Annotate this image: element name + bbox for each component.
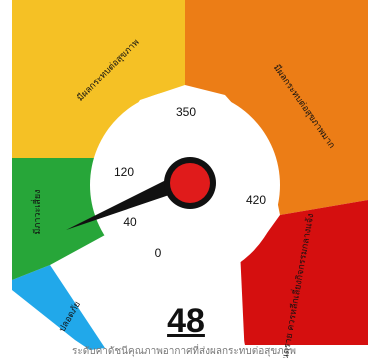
- gauge-needle: [66, 178, 178, 230]
- tick-120: 120: [114, 165, 134, 179]
- tick-40: 40: [123, 215, 137, 229]
- segment-safe: [12, 265, 105, 350]
- segment-risk: [12, 158, 105, 280]
- needle-hub-center: [170, 163, 210, 203]
- tick-420: 420: [246, 193, 266, 207]
- tick-0: 0: [155, 246, 162, 260]
- segment-danger: [228, 200, 368, 345]
- tick-350: 350: [176, 105, 196, 119]
- segment-high-impact: [185, 0, 368, 215]
- gauge-caption: ระดับค่าดัชนีคุณภาพอากาศที่ส่งผลกระทบต่อ…: [72, 346, 296, 357]
- segment-label-risk: มีภาวะเสี่ยง: [30, 189, 43, 234]
- segment-impact: [12, 0, 185, 158]
- gauge-value: 48: [167, 302, 205, 340]
- dial-gap: [108, 250, 245, 358]
